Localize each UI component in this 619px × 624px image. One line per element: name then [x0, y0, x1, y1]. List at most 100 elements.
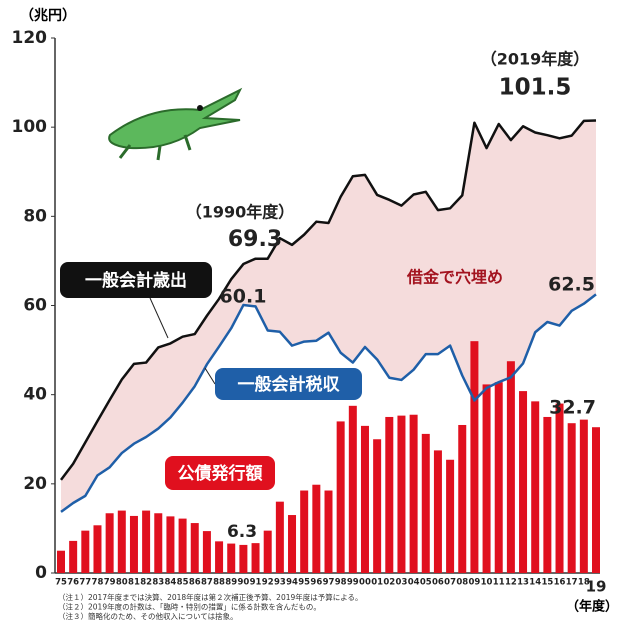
data-label: 69.3	[228, 227, 282, 252]
bar	[275, 501, 284, 573]
x-unit: （年度）	[566, 599, 618, 615]
x-tick-label: 79	[104, 578, 116, 588]
bar	[531, 401, 540, 573]
x-tick-label: 80	[116, 578, 128, 588]
legend-label: 一般会計歳出	[85, 270, 187, 291]
x-tick-label: 18	[578, 578, 590, 588]
alligator	[108, 87, 243, 161]
bar	[117, 510, 126, 573]
y-tick-label: 120	[12, 28, 48, 48]
bar	[506, 361, 515, 573]
bar	[543, 416, 552, 573]
bar	[312, 484, 321, 573]
x-tick-label: 84	[165, 578, 177, 588]
x-tick-label: 98	[335, 578, 347, 588]
bar	[105, 513, 114, 573]
x-tick-label: 17	[566, 578, 578, 588]
data-label: 101.5	[499, 75, 572, 101]
bar	[166, 516, 175, 573]
bar	[202, 531, 211, 573]
line	[60, 119, 597, 481]
x-tick-label: 90	[237, 578, 249, 588]
legend-box	[165, 456, 275, 490]
data-label: 借金で穴埋め	[406, 268, 503, 287]
bar	[433, 450, 442, 573]
bar	[288, 515, 297, 573]
x-tick-label: 11	[493, 578, 505, 588]
legend-box	[215, 368, 362, 400]
bar	[519, 391, 528, 573]
x-tick-label: 95	[298, 578, 310, 588]
x-tick-label: 03	[396, 578, 408, 588]
x-tick-label: 92	[262, 578, 274, 588]
y-unit: （兆円）	[20, 8, 76, 24]
bar	[142, 510, 151, 573]
bar	[421, 433, 430, 573]
data-label: 6.3	[227, 522, 257, 542]
x-tick-label: 87	[201, 578, 213, 588]
bar	[592, 427, 600, 573]
bar	[336, 421, 345, 573]
x-tick-label: 08	[456, 578, 468, 588]
leader-line	[204, 367, 216, 385]
x-tick-label: 99	[347, 578, 359, 588]
bar	[458, 424, 467, 573]
bar	[263, 530, 272, 573]
legend-box	[60, 262, 212, 298]
note: （注３）簡略化のため、その他収入については捨象。	[58, 611, 238, 621]
data-label: （2019年度）	[481, 50, 590, 69]
bar	[324, 490, 333, 573]
bar	[555, 403, 564, 573]
x-tick-label: 10	[481, 578, 493, 588]
bar	[385, 416, 394, 573]
bar	[348, 405, 357, 573]
bar	[227, 543, 236, 573]
bar	[69, 540, 78, 573]
x-tick-label: 83	[152, 578, 164, 588]
x-tick-label: 82	[140, 578, 152, 588]
bar	[300, 490, 309, 573]
legend-label: 公債発行額	[178, 463, 263, 484]
x-tick-label: 93	[274, 578, 286, 588]
bar	[81, 530, 90, 573]
data-label: （1990年度）	[186, 203, 295, 222]
bar	[154, 513, 163, 573]
x-tick-label: 09	[468, 578, 480, 588]
note: （注１）2017年度までは決算、2018年度は第２次補正後予算、2019年度は予…	[58, 592, 363, 602]
x-tick-label: 00	[359, 578, 371, 588]
note: （注２）2019年度の計数は、「臨時・特別の措置」に係る計数を含んだもの。	[58, 602, 321, 612]
x-tick-label: 01	[371, 578, 383, 588]
x-tick-label: 04	[408, 578, 420, 588]
bar	[494, 382, 503, 573]
bar	[129, 515, 138, 573]
y-tick-label: 80	[23, 206, 47, 226]
y-tick-label: 100	[12, 117, 48, 137]
x-tick-label: 75	[55, 578, 67, 588]
bar	[57, 550, 65, 573]
bar	[373, 439, 382, 573]
x-tick-label: 76	[67, 578, 79, 588]
x-tick-label: 91	[250, 578, 262, 588]
bar	[251, 543, 260, 573]
bar	[360, 425, 369, 573]
bar	[93, 525, 102, 573]
x-tick-label: 94	[286, 578, 298, 588]
y-tick-label: 60	[23, 296, 47, 316]
legend-label: 一般会計税収	[238, 374, 341, 395]
x-tick-label: 02	[383, 578, 395, 588]
data-label: 60.1	[220, 286, 267, 308]
bar	[409, 414, 418, 573]
x-tick-label: 15	[541, 578, 553, 588]
y-tick-label: 20	[23, 474, 47, 494]
x-tick-label: 81	[128, 578, 140, 588]
x-tick-label: 96	[310, 578, 322, 588]
gap-area	[61, 120, 596, 512]
bar	[567, 423, 576, 573]
x-tick-label: 06	[432, 578, 444, 588]
y-tick-label: 40	[23, 385, 47, 405]
x-tick-label: 16	[554, 578, 566, 588]
x-tick-label: 14	[529, 578, 541, 588]
bar	[579, 419, 588, 573]
x-tick-label: 97	[323, 578, 335, 588]
